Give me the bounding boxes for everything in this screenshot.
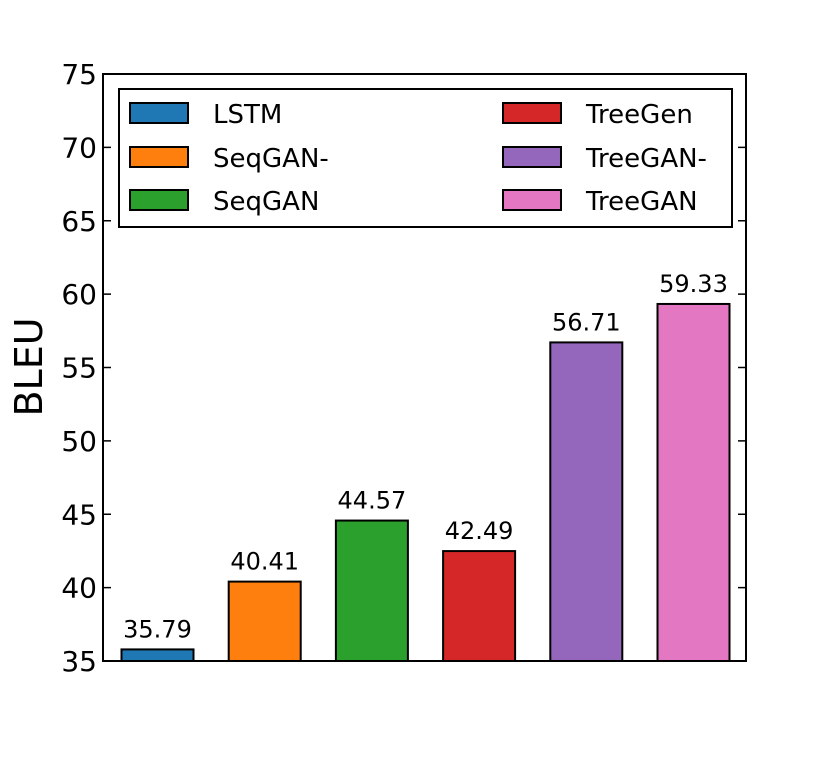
- legend-swatch: [129, 189, 189, 211]
- legend-label: SeqGAN-: [213, 144, 329, 174]
- bar-value-label: 56.71: [552, 308, 621, 336]
- value-labels-group: 35.79 40.41 44.57 42.49 56.71 59.33: [123, 270, 728, 643]
- bar-value-label: 40.41: [230, 548, 299, 576]
- y-ticks-group: 35 40 45 50 55 60 65 70 75: [61, 58, 746, 678]
- y-axis-label: BLEU: [7, 317, 51, 416]
- legend-frame: [118, 88, 733, 228]
- y-tick-label: 65: [61, 205, 97, 238]
- bar-seqgan: [334, 519, 409, 662]
- legend: LSTM SeqGAN- SeqGAN TreeGen TreeGAN- TreeGAN: [118, 88, 733, 228]
- legend-swatch: [129, 146, 189, 168]
- legend-swatch: [502, 189, 562, 211]
- y-tick-label: 70: [61, 131, 97, 164]
- legend-swatch: [129, 102, 189, 124]
- bar-lstm: [120, 648, 195, 662]
- bar-treegen: [442, 550, 517, 662]
- bar-seqgan-minus: [227, 580, 302, 663]
- bar-value-label: 44.57: [338, 487, 407, 515]
- bars-group: [120, 302, 731, 663]
- bar-treegan-minus: [549, 341, 624, 662]
- legend-swatch: [502, 146, 562, 168]
- legend-swatch: [502, 102, 562, 124]
- y-tick-label: 60: [61, 278, 97, 311]
- legend-label: TreeGAN: [585, 187, 698, 217]
- legend-label: TreeGAN-: [585, 144, 707, 174]
- y-tick-label: 50: [61, 425, 97, 458]
- legend-label: TreeGen: [585, 100, 693, 130]
- bar-value-label: 59.33: [659, 270, 728, 298]
- bar-treegan: [656, 302, 731, 662]
- y-tick-label: 35: [61, 645, 97, 678]
- y-tick-label: 75: [61, 58, 97, 91]
- bar-value-label: 35.79: [123, 615, 192, 643]
- y-tick-label: 45: [61, 498, 97, 531]
- legend-label: LSTM: [213, 100, 282, 130]
- y-tick-label: 55: [61, 352, 97, 385]
- plot-frame: [102, 73, 747, 662]
- legend-label: SeqGAN: [213, 187, 319, 217]
- bar-value-label: 42.49: [445, 517, 514, 545]
- y-tick-label: 40: [61, 572, 97, 605]
